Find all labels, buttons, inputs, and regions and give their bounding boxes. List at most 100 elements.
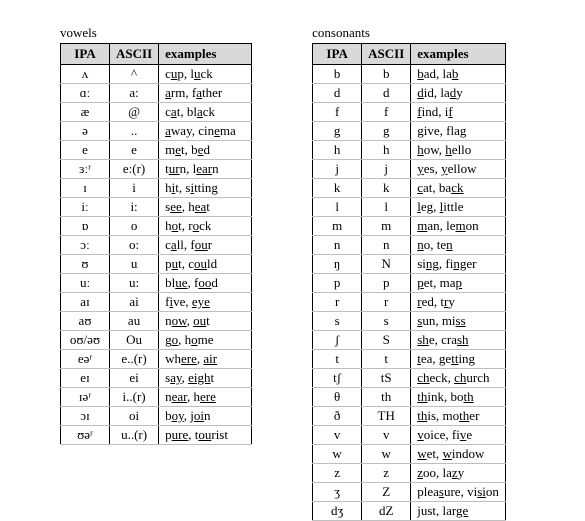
- cell-ascii: u..(r): [110, 426, 159, 445]
- cell-ascii: au: [110, 312, 159, 331]
- cell-examples: bad, lab: [411, 65, 506, 84]
- cell-ipa: aɪ: [61, 293, 110, 312]
- cell-ipa: v: [313, 426, 362, 445]
- cell-examples: hot, rock: [159, 217, 252, 236]
- table-row: gggive, flag: [313, 122, 506, 141]
- cell-ipa: r: [313, 293, 362, 312]
- table-row: dʒdZjust, large: [313, 502, 506, 521]
- cell-ascii: tS: [362, 369, 411, 388]
- cell-ascii: n: [362, 236, 411, 255]
- cell-examples: away, cinema: [159, 122, 252, 141]
- cell-examples: did, lady: [411, 84, 506, 103]
- table-row: ɑːa:arm, father: [61, 84, 252, 103]
- vowels-section: vowels IPA ASCII examples ʌ^cup, luckɑːa…: [60, 25, 252, 521]
- cell-ipa: l: [313, 198, 362, 217]
- cell-examples: yes, yellow: [411, 160, 506, 179]
- consonants-tbody: bbbad, labdddid, ladyfffind, ifgggive, f…: [313, 65, 506, 521]
- cell-examples: she, crash: [411, 331, 506, 350]
- cell-ascii: m: [362, 217, 411, 236]
- cell-examples: hit, sitting: [159, 179, 252, 198]
- cell-ascii: f: [362, 103, 411, 122]
- cell-examples: check, church: [411, 369, 506, 388]
- col-examples: examples: [411, 44, 506, 65]
- col-ipa: IPA: [61, 44, 110, 65]
- cell-examples: near, here: [159, 388, 252, 407]
- cell-ascii: ei: [110, 369, 159, 388]
- table-row: pppet, map: [313, 274, 506, 293]
- cell-ipa: ɪ: [61, 179, 110, 198]
- cell-examples: pleasure, vision: [411, 483, 506, 502]
- cell-ipa: ʊ: [61, 255, 110, 274]
- table-row: fffind, if: [313, 103, 506, 122]
- cell-ascii: i: [110, 179, 159, 198]
- cell-ipa: j: [313, 160, 362, 179]
- cell-ipa: tʃ: [313, 369, 362, 388]
- cell-ipa: ʃ: [313, 331, 362, 350]
- cell-ipa: z: [313, 464, 362, 483]
- cell-ascii: j: [362, 160, 411, 179]
- cell-examples: sun, miss: [411, 312, 506, 331]
- cell-ipa: ɔː: [61, 236, 110, 255]
- table-row: ʊuput, could: [61, 255, 252, 274]
- cell-ipa: s: [313, 312, 362, 331]
- cell-ascii: ^: [110, 65, 159, 84]
- table-row: oʊ/əʊOugo, home: [61, 331, 252, 350]
- cell-examples: pure, tourist: [159, 426, 252, 445]
- cell-ipa: k: [313, 179, 362, 198]
- cell-examples: think, both: [411, 388, 506, 407]
- table-row: rrred, try: [313, 293, 506, 312]
- cell-ipa: ə: [61, 122, 110, 141]
- cell-examples: leg, little: [411, 198, 506, 217]
- cell-ascii: i:: [110, 198, 159, 217]
- cell-ascii: b: [362, 65, 411, 84]
- consonants-table: IPA ASCII examples bbbad, labdddid, lady…: [312, 43, 506, 521]
- table-header-row: IPA ASCII examples: [61, 44, 252, 65]
- cell-ipa: w: [313, 445, 362, 464]
- cell-ipa: dʒ: [313, 502, 362, 521]
- cell-ipa: iː: [61, 198, 110, 217]
- cell-ascii: i..(r): [110, 388, 159, 407]
- cell-ipa: e: [61, 141, 110, 160]
- cell-examples: see, heat: [159, 198, 252, 217]
- cell-ipa: b: [313, 65, 362, 84]
- cell-ascii: e: [110, 141, 159, 160]
- vowels-title: vowels: [60, 25, 252, 41]
- cell-ascii: l: [362, 198, 411, 217]
- table-row: aɪaifive, eye: [61, 293, 252, 312]
- vowels-tbody: ʌ^cup, luckɑːa:arm, fatheræ@cat, blackə.…: [61, 65, 252, 445]
- col-ipa: IPA: [313, 44, 362, 65]
- cell-ipa: oʊ/əʊ: [61, 331, 110, 350]
- cell-examples: sing, finger: [411, 255, 506, 274]
- cell-examples: now, out: [159, 312, 252, 331]
- cell-examples: where, air: [159, 350, 252, 369]
- cell-ipa: ɒ: [61, 217, 110, 236]
- cell-ascii: dZ: [362, 502, 411, 521]
- cell-examples: met, bed: [159, 141, 252, 160]
- cell-examples: blue, food: [159, 274, 252, 293]
- table-row: zzzoo, lazy: [313, 464, 506, 483]
- cell-ascii: e:(r): [110, 160, 159, 179]
- cell-examples: this, mother: [411, 407, 506, 426]
- cell-examples: pet, map: [411, 274, 506, 293]
- cell-examples: turn, learn: [159, 160, 252, 179]
- cell-ascii: g: [362, 122, 411, 141]
- cell-ipa: g: [313, 122, 362, 141]
- cell-ipa: h: [313, 141, 362, 160]
- cell-examples: red, try: [411, 293, 506, 312]
- cell-ascii: Z: [362, 483, 411, 502]
- cell-ascii: p: [362, 274, 411, 293]
- table-row: hhhow, hello: [313, 141, 506, 160]
- cell-examples: give, flag: [411, 122, 506, 141]
- table-row: θththink, both: [313, 388, 506, 407]
- cell-ipa: ŋ: [313, 255, 362, 274]
- cell-ascii: r: [362, 293, 411, 312]
- table-row: ʃSshe, crash: [313, 331, 506, 350]
- cell-ascii: h: [362, 141, 411, 160]
- table-row: ʒZpleasure, vision: [313, 483, 506, 502]
- cell-ascii: th: [362, 388, 411, 407]
- cell-examples: tea, getting: [411, 350, 506, 369]
- cell-ascii: u:: [110, 274, 159, 293]
- table-row: ə..away, cinema: [61, 122, 252, 141]
- cell-examples: cup, luck: [159, 65, 252, 84]
- table-row: æ@cat, black: [61, 103, 252, 122]
